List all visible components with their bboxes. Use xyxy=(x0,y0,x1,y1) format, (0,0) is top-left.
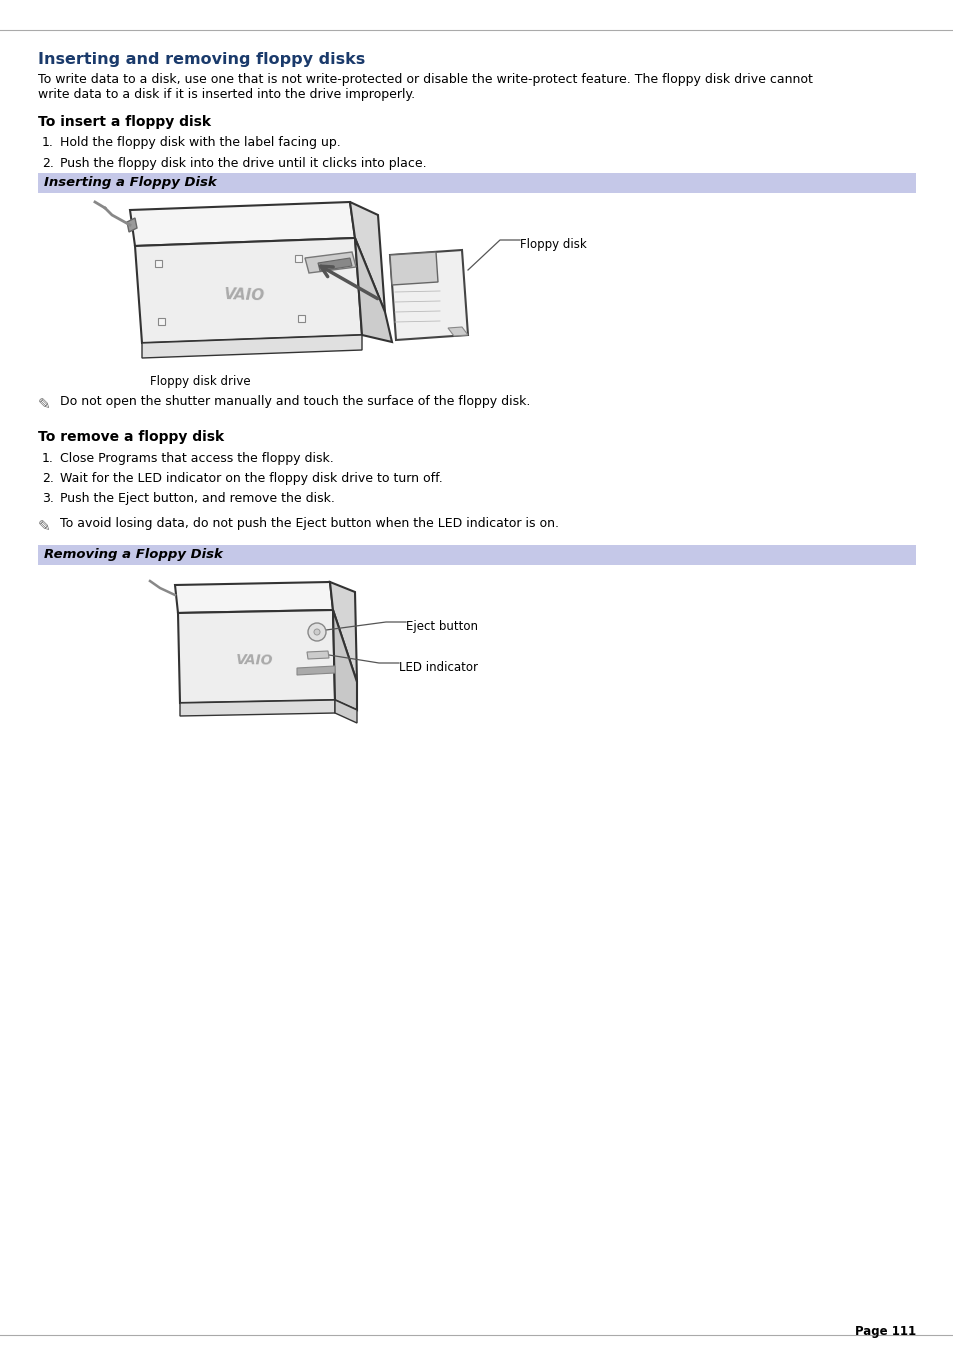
Polygon shape xyxy=(305,253,355,273)
Bar xyxy=(297,315,305,322)
Text: Inserting and removing floppy disks: Inserting and removing floppy disks xyxy=(38,51,365,68)
Text: ✎: ✎ xyxy=(38,397,51,412)
Text: Wait for the LED indicator on the floppy disk drive to turn off.: Wait for the LED indicator on the floppy… xyxy=(60,471,442,485)
Text: Floppy disk: Floppy disk xyxy=(519,238,586,251)
Text: To write data to a disk, use one that is not write-protected or disable the writ: To write data to a disk, use one that is… xyxy=(38,73,812,86)
Polygon shape xyxy=(317,258,352,272)
Bar xyxy=(294,255,302,262)
Polygon shape xyxy=(130,203,355,246)
Polygon shape xyxy=(180,700,335,716)
Text: Close Programs that access the floppy disk.: Close Programs that access the floppy di… xyxy=(60,453,334,465)
Text: To insert a floppy disk: To insert a floppy disk xyxy=(38,115,211,128)
Text: Do not open the shutter manually and touch the surface of the floppy disk.: Do not open the shutter manually and tou… xyxy=(60,394,530,408)
Polygon shape xyxy=(350,203,385,312)
Polygon shape xyxy=(127,218,137,232)
Polygon shape xyxy=(142,335,361,358)
Text: VAIO: VAIO xyxy=(224,286,266,303)
Polygon shape xyxy=(335,700,356,723)
Text: To avoid losing data, do not push the Eject button when the LED indicator is on.: To avoid losing data, do not push the Ej… xyxy=(60,517,558,530)
Polygon shape xyxy=(307,651,329,659)
Text: 1.: 1. xyxy=(42,136,53,149)
Polygon shape xyxy=(333,611,356,711)
Text: write data to a disk if it is inserted into the drive improperly.: write data to a disk if it is inserted i… xyxy=(38,88,415,101)
Polygon shape xyxy=(135,238,361,343)
Bar xyxy=(38,544,915,565)
Polygon shape xyxy=(355,238,392,342)
Polygon shape xyxy=(390,250,468,340)
Text: 1.: 1. xyxy=(42,453,53,465)
Text: 2.: 2. xyxy=(42,157,53,170)
Text: Push the Eject button, and remove the disk.: Push the Eject button, and remove the di… xyxy=(60,492,335,505)
Polygon shape xyxy=(296,666,335,676)
Text: LED indicator: LED indicator xyxy=(398,661,477,674)
Polygon shape xyxy=(448,327,468,336)
Polygon shape xyxy=(330,582,356,682)
Circle shape xyxy=(308,623,326,640)
Bar xyxy=(154,259,162,267)
Text: Floppy disk drive: Floppy disk drive xyxy=(150,376,251,388)
Text: 2.: 2. xyxy=(42,471,53,485)
Bar xyxy=(158,317,165,326)
Polygon shape xyxy=(390,253,437,285)
Text: ✎: ✎ xyxy=(38,519,51,534)
Circle shape xyxy=(314,630,319,635)
Text: Inserting a Floppy Disk: Inserting a Floppy Disk xyxy=(44,176,216,189)
Text: Push the floppy disk into the drive until it clicks into place.: Push the floppy disk into the drive unti… xyxy=(60,157,426,170)
Bar xyxy=(38,173,915,193)
Text: Eject button: Eject button xyxy=(406,620,477,634)
Polygon shape xyxy=(178,611,335,703)
Text: Hold the floppy disk with the label facing up.: Hold the floppy disk with the label faci… xyxy=(60,136,340,149)
Text: To remove a floppy disk: To remove a floppy disk xyxy=(38,430,224,444)
Text: Removing a Floppy Disk: Removing a Floppy Disk xyxy=(44,549,223,561)
Text: VAIO: VAIO xyxy=(236,653,274,667)
Text: 3.: 3. xyxy=(42,492,53,505)
Text: Page 111: Page 111 xyxy=(854,1325,915,1337)
Polygon shape xyxy=(174,582,333,613)
